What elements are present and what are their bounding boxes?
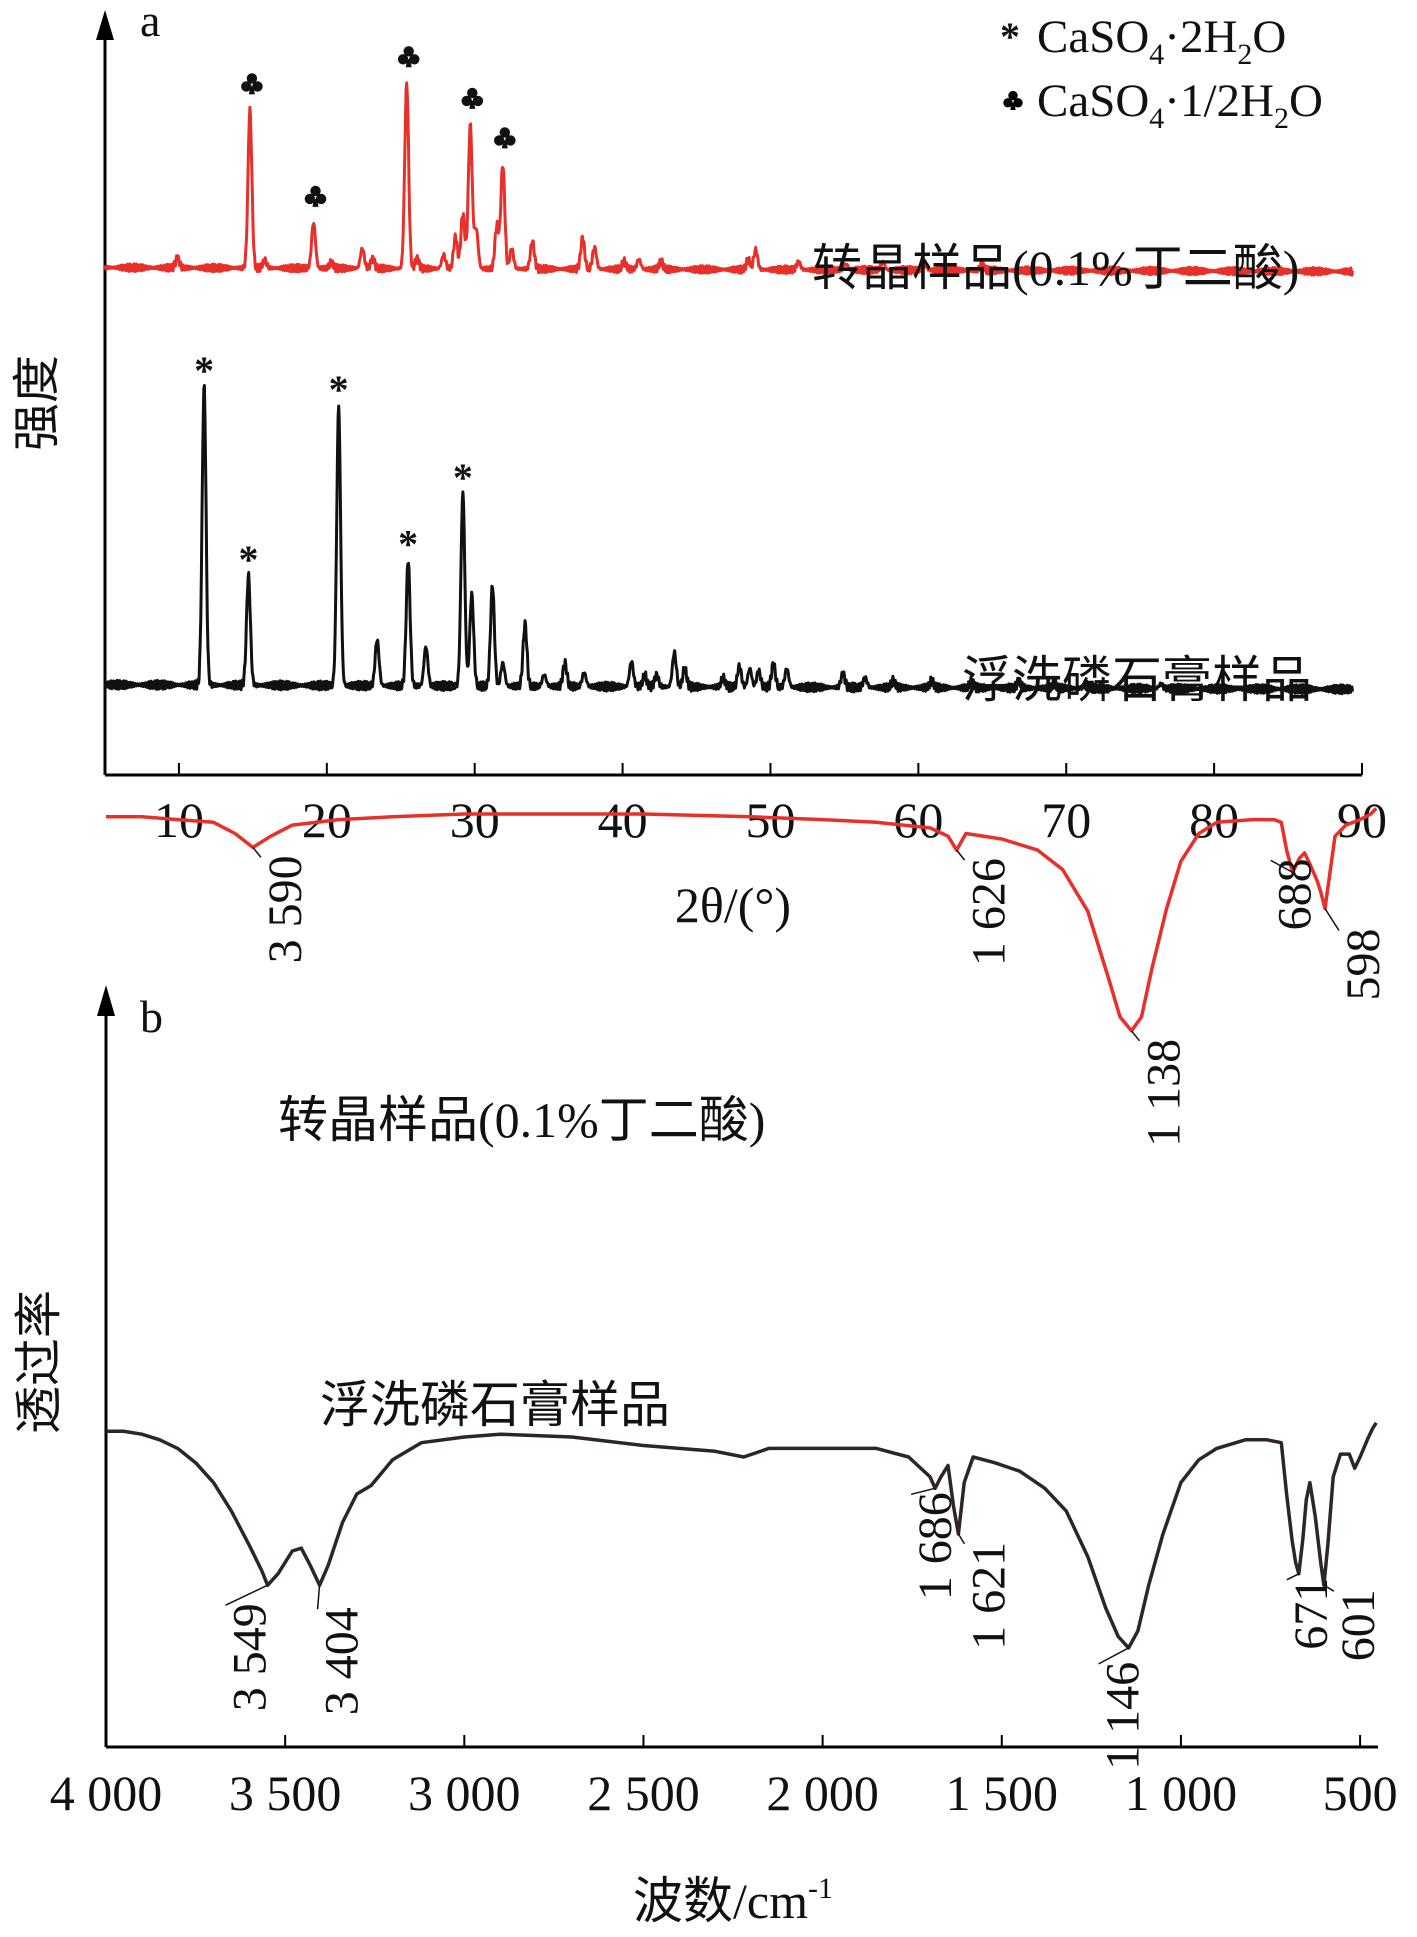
legend-asterisk-marker: * — [1000, 14, 1020, 59]
series-label-a-black: 浮洗磷石膏样品 — [962, 652, 1312, 708]
series-label-a-red: 转晶样品(0.1%丁二酸) — [812, 240, 1299, 296]
asterisk-marker: * — [194, 348, 214, 393]
asterisk-marker: * — [398, 521, 418, 566]
annotation-leader — [1323, 1584, 1335, 1592]
annotation-leader — [1286, 1573, 1300, 1581]
series-line — [106, 1421, 1378, 1650]
asterisk-marker: * — [329, 367, 349, 412]
peak-annotation: 1 621 — [962, 1542, 1015, 1650]
asterisk-marker: * — [238, 537, 258, 582]
club-marker — [494, 127, 516, 149]
x-tick-label-b: 1 000 — [1125, 1765, 1238, 1821]
x-tick-label-a: 60 — [893, 792, 943, 848]
peak-annotation: 671 — [1285, 1578, 1338, 1650]
annotation-leader — [316, 1585, 321, 1610]
peak-annotation: 1 686 — [909, 1492, 962, 1600]
peak-annotation: 3 549 — [224, 1603, 277, 1711]
annotations-b: 3 590 1 626 1 138 688 598 3 549 3 404 1 686 1 62… — [224, 846, 1390, 1770]
club-marker — [461, 87, 484, 109]
panel-b-label: b — [140, 991, 163, 1042]
x-tick-label-a: 50 — [745, 792, 795, 848]
series-b — [106, 807, 1378, 1650]
club-marker — [397, 46, 420, 68]
x-tick-label-b: 500 — [1323, 1765, 1398, 1821]
annotation-leader — [957, 1533, 966, 1545]
series-a: * * * * * — [103, 46, 1354, 696]
panel-a: a * CaSO4·2H2O CaSO4·1/2H2O 10 20 30 40 50 60… — [11, 0, 1387, 933]
y-axis-a-title: 强度 — [11, 355, 64, 451]
annotation-leader — [1324, 908, 1340, 931]
x-tick-label-b: 1 500 — [946, 1765, 1059, 1821]
peak-annotation: 3 404 — [316, 1607, 369, 1715]
panel-b: b 4 000 3 500 3 000 2 500 2 000 1 500 1 000 500… — [13, 807, 1398, 1929]
annotation-leader — [910, 1487, 936, 1496]
peak-annotation: 598 — [1337, 929, 1390, 1001]
legend-a: * CaSO4·2H2O CaSO4·1/2H2O — [1000, 11, 1323, 135]
y-axis-a-arrow — [96, 10, 114, 40]
x-tick-label-a: 30 — [450, 792, 500, 848]
series-line — [103, 81, 1354, 277]
annotation-leader — [252, 846, 262, 858]
series-line — [103, 384, 1354, 696]
x-tick-label-a: 70 — [1041, 792, 1091, 848]
x-tick-label-b: 2 000 — [766, 1765, 879, 1821]
series-label-b-red: 转晶样品(0.1%丁二酸) — [278, 1092, 765, 1148]
peak-annotation: 1 146 — [1097, 1662, 1150, 1770]
annotation-leader — [1098, 1647, 1129, 1665]
annotation-leader — [956, 849, 966, 861]
legend-label-dihydrate: CaSO4·2H2O — [1037, 11, 1286, 71]
annotation-leader — [1130, 1030, 1141, 1042]
peak-annotation: 601 — [1332, 1589, 1385, 1661]
x-axis-b-title: 波数/cm-1 — [633, 1872, 833, 1929]
y-axis-b-arrow — [97, 985, 115, 1016]
asterisk-marker: * — [453, 455, 473, 500]
x-ticks-b: 4 000 3 500 3 000 2 500 2 000 1 500 1 000 500 — [50, 1735, 1398, 1821]
x-tick-label-a: 40 — [598, 792, 648, 848]
peak-annotation: 688 — [1269, 858, 1322, 930]
panel-a-label: a — [140, 0, 160, 46]
svg-text:*: * — [1000, 14, 1020, 59]
x-tick-label-b: 4 000 — [50, 1765, 163, 1821]
annotation-leader — [225, 1584, 268, 1606]
legend-label-hemihydrate: CaSO4·1/2H2O — [1037, 75, 1323, 135]
x-axis-a-title: 2θ/(°) — [675, 877, 791, 933]
peak-annotation: 3 590 — [259, 855, 312, 963]
x-tick-label-b: 3 500 — [229, 1765, 342, 1821]
x-tick-label-b: 2 500 — [587, 1765, 700, 1821]
club-marker — [241, 73, 263, 95]
y-axis-b-title: 透过率 — [13, 1290, 66, 1434]
x-ticks-a: 10 20 30 40 50 60 70 80 90 — [154, 763, 1387, 848]
series-label-b-black: 浮洗磷石膏样品 — [320, 1377, 670, 1433]
peak-annotation: 1 138 — [1138, 1039, 1191, 1147]
peak-annotation: 1 626 — [963, 858, 1016, 966]
series-line — [106, 807, 1378, 1033]
annotation-leader — [1270, 859, 1294, 874]
x-tick-label-b: 3 000 — [408, 1765, 521, 1821]
club-marker — [304, 185, 327, 207]
legend-club-marker — [1003, 90, 1023, 110]
